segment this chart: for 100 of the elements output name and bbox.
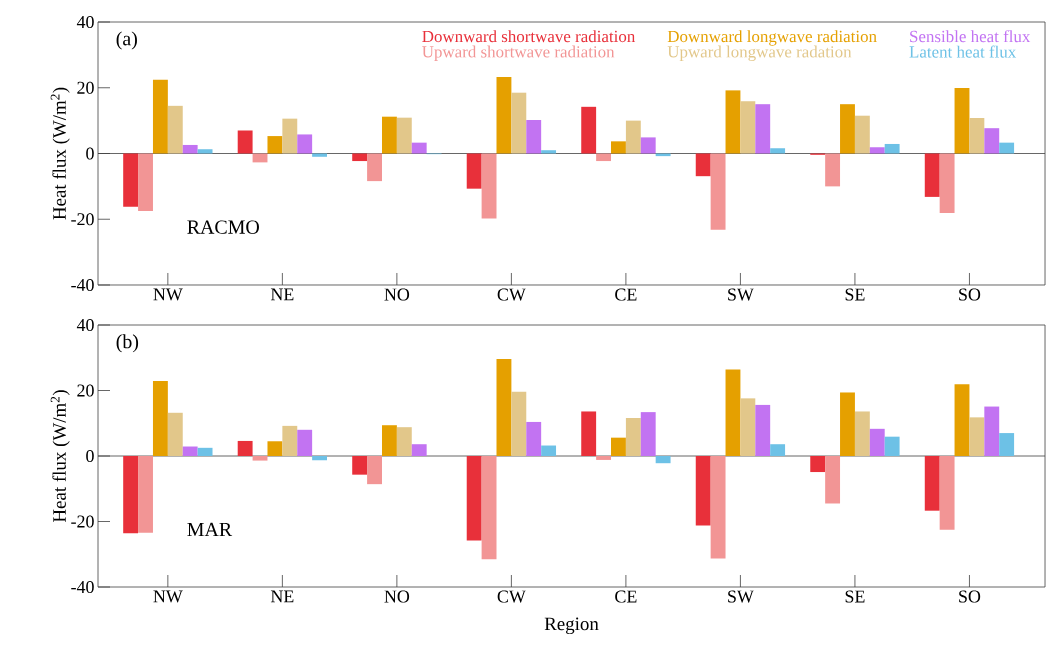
bar (411, 142, 427, 154)
bar (312, 456, 328, 461)
bar (381, 425, 397, 456)
x-tick-label: CE (615, 288, 637, 301)
bar (969, 118, 985, 154)
y-axis-title: Heat flux (W/m$^{2}$) (50, 87, 70, 220)
bar (625, 418, 641, 456)
bar (884, 436, 900, 456)
x-tick-label: SE (845, 288, 865, 301)
x-tick-label: NO (384, 288, 410, 301)
bar (840, 104, 855, 154)
bar (954, 88, 970, 154)
bar (655, 456, 671, 464)
bar (267, 441, 283, 456)
bar (396, 427, 412, 456)
bar (496, 359, 512, 456)
y-tick-label: -20 (71, 213, 94, 226)
bar (352, 153, 368, 162)
bar (695, 153, 711, 177)
bar (541, 445, 557, 456)
bar (411, 444, 427, 456)
bar (481, 456, 497, 560)
bar (596, 153, 612, 162)
bar (924, 153, 940, 197)
bar (854, 115, 870, 154)
y-tick-label: 40 (76, 318, 94, 332)
bar (854, 411, 870, 456)
x-tick-label: SW (728, 288, 754, 301)
bar (581, 411, 597, 456)
bar (999, 433, 1015, 456)
bar (152, 381, 168, 456)
bar (581, 106, 597, 154)
x-axis-title: Region (544, 617, 599, 635)
bar (969, 417, 985, 456)
bar (367, 153, 382, 182)
bar (999, 142, 1015, 154)
bar (182, 446, 198, 456)
bar (740, 101, 756, 154)
bar (984, 128, 1000, 154)
y-tick-label: 40 (76, 15, 94, 29)
bar (840, 392, 855, 456)
y-tick-label: 0 (86, 147, 94, 160)
text: Upward shortwave radiation (422, 45, 615, 61)
bar (725, 90, 741, 154)
bar (939, 456, 955, 530)
bar (396, 117, 412, 154)
bar (984, 406, 1000, 456)
bar (466, 456, 482, 541)
bar (695, 456, 711, 526)
bar (367, 456, 382, 485)
x-tick-label: NW (153, 288, 183, 301)
bar (167, 412, 183, 456)
annotation: (b) (116, 334, 139, 353)
bar (939, 153, 955, 213)
y-axis-title: Heat flux (W/m$^{2}$) (50, 390, 70, 523)
bar (267, 136, 283, 154)
bar (526, 421, 542, 456)
bar (710, 456, 726, 559)
text: Upward longwave radation (667, 45, 852, 62)
bar (625, 120, 641, 154)
bar (282, 118, 298, 154)
bar (466, 153, 482, 189)
bar (381, 116, 397, 154)
bar (954, 384, 970, 456)
x-tick-label: NO (384, 590, 410, 603)
x-tick-label: CW (497, 590, 526, 603)
bar (725, 369, 741, 456)
annotation: RACMO (187, 220, 259, 234)
x-tick-label: SO (959, 288, 981, 301)
y-tick-label: 20 (77, 384, 94, 397)
bar (869, 147, 885, 154)
bar (755, 104, 771, 154)
bar (640, 412, 656, 456)
bar (123, 153, 139, 207)
bar (884, 143, 900, 154)
bar (237, 440, 253, 456)
x-tick-label: CW (497, 288, 526, 301)
annotation: MAR (187, 522, 233, 536)
text: Latent heat flux (909, 45, 1017, 58)
bar (611, 141, 626, 154)
bar (197, 149, 213, 154)
y-tick-label: 20 (77, 81, 94, 94)
x-tick-label: SO (959, 590, 981, 603)
text: Sensible heat flux (910, 30, 1031, 43)
bar (167, 105, 183, 154)
bar (869, 428, 885, 456)
bar (197, 447, 213, 456)
x-tick-label: SE (845, 590, 865, 603)
bar (770, 148, 786, 154)
bar (297, 134, 313, 154)
bar (138, 456, 153, 533)
y-tick-label: -20 (71, 515, 94, 528)
x-tick-label: SW (728, 590, 754, 603)
x-tick-label: NE (270, 590, 294, 603)
bar (924, 456, 940, 511)
bar (312, 153, 328, 157)
bar (810, 456, 826, 473)
bar (481, 153, 497, 219)
y-tick-label: 0 (86, 449, 94, 463)
bar (825, 456, 841, 504)
